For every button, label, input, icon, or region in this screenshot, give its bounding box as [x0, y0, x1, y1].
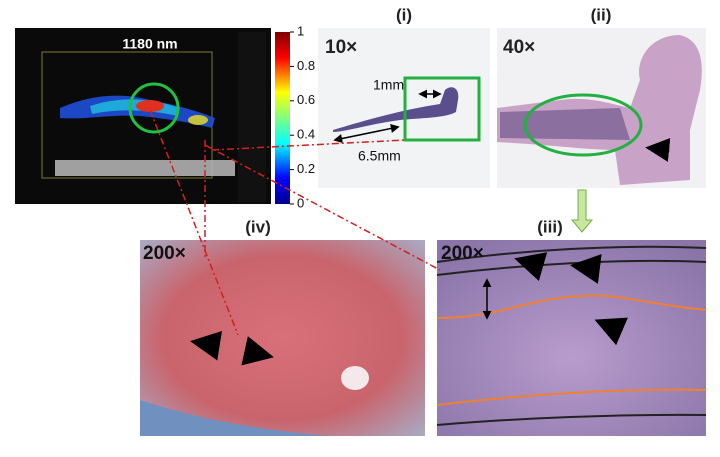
- ultrasound-panel: 1180 nm: [15, 28, 271, 204]
- annotation: 1mm: [373, 77, 404, 93]
- magnification: 200×: [143, 243, 186, 264]
- panel-label: (iii): [537, 217, 563, 236]
- annotation: 6.5mm: [358, 148, 401, 164]
- colorbar-tick-label: 0: [297, 195, 304, 210]
- colorbar-tick-label: 0.4: [297, 127, 315, 142]
- magnification: 200×: [441, 243, 484, 264]
- panel-label: (ii): [591, 5, 612, 24]
- colorbar-tick-label: 0.2: [297, 161, 315, 176]
- colorbar-tick-label: 0.6: [297, 92, 315, 107]
- magnification: 40×: [503, 37, 535, 58]
- colorbar-tick-label: 1: [297, 23, 304, 38]
- connector: [149, 109, 441, 336]
- panel-iv: (iv) 200×: [140, 217, 425, 436]
- panel-i: (i) 10× 1mm 6.5mm: [318, 5, 490, 188]
- panel-iii: (iii) 200×: [436, 217, 707, 436]
- magnification: 10×: [325, 37, 357, 58]
- arrow: [570, 189, 594, 233]
- colorbar-tick-label: 0.8: [297, 58, 315, 73]
- wavelength-label: 1180 nm: [122, 36, 177, 52]
- panel-ii: (ii) 40×: [497, 5, 706, 188]
- colorbar: [275, 32, 290, 204]
- panel-label: (iv): [245, 217, 271, 236]
- panel-label: (i): [396, 5, 412, 24]
